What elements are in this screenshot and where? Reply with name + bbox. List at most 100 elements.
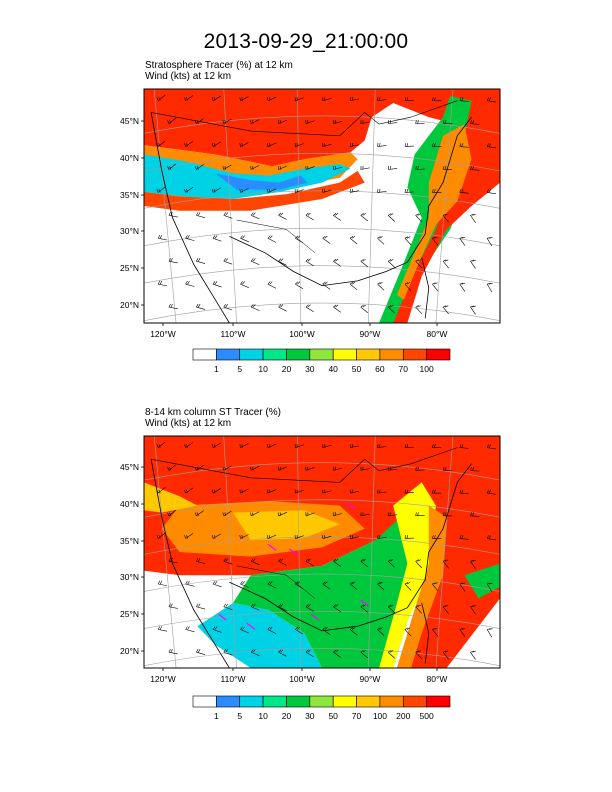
wind-barb: [250, 212, 260, 220]
colorbar-label: 50: [352, 364, 362, 374]
wind-barb: [349, 581, 358, 590]
wind-barb: [404, 188, 414, 193]
wind-barb: [212, 281, 222, 288]
wind-barb: [212, 235, 222, 242]
wind-barb: [167, 163, 177, 170]
wind-barb: [432, 627, 439, 637]
wind-barb: [470, 512, 480, 517]
wind-barb: [459, 97, 469, 102]
wind-barb: [223, 558, 233, 565]
wind-barb: [470, 466, 480, 472]
wind-barb: [442, 559, 449, 569]
wind-barb: [360, 258, 368, 268]
magenta-marker: [360, 599, 370, 607]
wind-barb: [240, 626, 249, 634]
wind-barb: [278, 304, 287, 312]
wind-barb: [387, 165, 398, 170]
colorbar-box: [426, 695, 451, 708]
wind-barb: [168, 212, 178, 218]
wind-barb: [486, 628, 493, 638]
wind-barb: [267, 142, 277, 147]
lon-label: 120°W: [150, 329, 176, 339]
colorbar-label: 100: [420, 364, 434, 374]
graticule-longitude-line: [153, 436, 177, 668]
graticule-longitude-line: [435, 436, 454, 668]
colorbar-label: 30: [305, 364, 315, 374]
colorbar-label: 500: [420, 711, 434, 721]
panel2-subtitle-line2: Wind (kts) at 12 km: [145, 418, 232, 429]
colorbar-box: [286, 695, 311, 708]
wind-barb: [387, 512, 398, 517]
lat-label: 35°N: [120, 190, 139, 200]
lon-label: 110°W: [221, 329, 246, 339]
colorbar-box: [402, 695, 427, 708]
graticule-longitude-line: [223, 436, 237, 668]
map-frame: [143, 88, 501, 324]
lat-label: 30°N: [120, 226, 139, 236]
colorbar-box: [262, 695, 287, 708]
wind-barb: [184, 442, 194, 448]
coastline-florida: [421, 602, 430, 664]
wind-barb: [267, 489, 277, 494]
tracer-region-low: [144, 154, 351, 199]
lat-label: 30°N: [120, 572, 139, 582]
wind-barb: [196, 649, 206, 655]
wind-barb: [349, 236, 358, 245]
wind-barb: [240, 235, 249, 243]
wind-barb: [184, 487, 194, 494]
map-field-layer: [144, 89, 500, 323]
border-canada: [151, 100, 458, 137]
wind-barb: [322, 535, 332, 539]
graticule-latitude-line: [144, 573, 500, 592]
wind-barb: [486, 282, 493, 293]
wind-barb: [415, 604, 422, 614]
colorbar-box: [286, 348, 311, 361]
wind-barb: [486, 535, 497, 541]
wind-barb: [295, 581, 304, 589]
wind-barb: [157, 626, 168, 632]
graticule-latitude-line: [144, 115, 500, 134]
lat-label: 45°N: [120, 116, 139, 126]
wind-barb: [184, 141, 194, 147]
lon-label: 90°W: [360, 329, 381, 339]
wind-barb: [211, 141, 221, 147]
wind-barb: [277, 119, 287, 124]
wind-barb: [278, 212, 287, 220]
wind-barb: [415, 512, 425, 517]
wind-barb: [360, 512, 370, 517]
wind-barb: [156, 532, 166, 539]
wind-barb: [185, 235, 195, 241]
wind-barb: [212, 626, 222, 633]
colorbar-box: [402, 348, 427, 361]
wind-barb: [250, 258, 260, 266]
panel1-map: 45°N 40°N 35°N 30°N 25°N 20°N 120°W 110°W 100°W 9…: [120, 88, 501, 339]
wind-barb: [267, 281, 277, 289]
wind-barb: [157, 280, 168, 287]
wind-barb: [168, 303, 178, 310]
column-region-west: [144, 482, 198, 513]
wind-barb: [167, 464, 177, 471]
wind-barb: [294, 143, 304, 147]
wind-barb: [305, 120, 315, 124]
wind-barb: [250, 165, 260, 170]
tracer-region-high: [144, 89, 500, 167]
wind-barb: [211, 488, 221, 494]
wind-barb: [470, 305, 476, 315]
wind-barb: [432, 188, 442, 193]
wind-barb: [223, 212, 233, 219]
wind-barb: [278, 258, 287, 266]
wind-barb: [432, 535, 442, 540]
wind-barb: [377, 143, 387, 147]
tracer-band-south: [144, 170, 365, 211]
wind-barb: [442, 650, 449, 660]
graticule-latitude-line: [144, 153, 500, 172]
wind-barb: [349, 444, 360, 448]
wind-barb: [459, 489, 469, 495]
wind-barb: [196, 603, 206, 610]
wind-barb: [239, 488, 249, 494]
wind-barb: [459, 535, 469, 540]
colorbar-box: [332, 348, 357, 361]
border-canada: [151, 447, 458, 483]
wind-barb: [250, 649, 260, 657]
wind-barb: [168, 257, 178, 264]
